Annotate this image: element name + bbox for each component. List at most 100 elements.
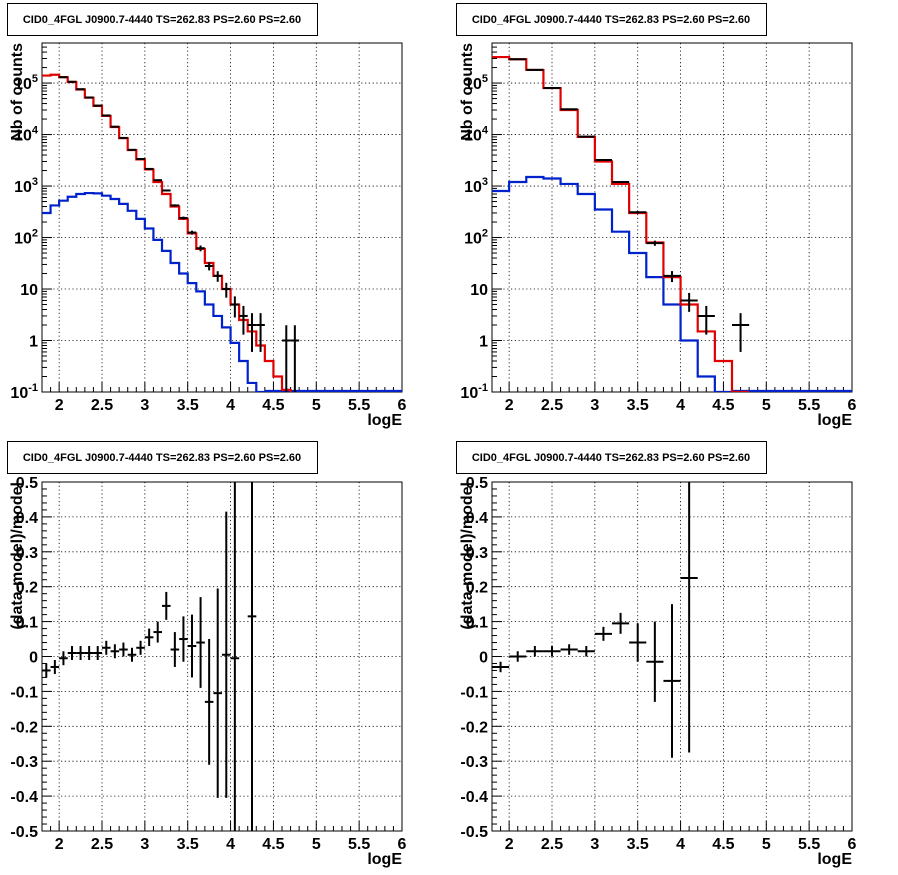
data-point — [179, 216, 188, 220]
data-point — [646, 621, 664, 702]
data-point — [162, 189, 171, 192]
y-tick-label: 0 — [479, 650, 488, 667]
x-tick-label: 2 — [505, 397, 514, 414]
x-tick-label: 3 — [590, 836, 599, 853]
x-tick-label: 3 — [140, 397, 149, 414]
x-tick-label: 4 — [226, 397, 235, 414]
chart-title: CID0_4FGL J0900.7-4440 TS=262.83 PS=2.60… — [472, 452, 750, 464]
data-point — [492, 661, 510, 673]
y-tick-label: -0.1 — [460, 684, 488, 701]
data-point — [256, 313, 265, 352]
x-tick-label: 3 — [140, 836, 149, 853]
data-point — [594, 159, 612, 162]
data-point — [230, 482, 240, 831]
data-point — [50, 659, 60, 674]
data-point — [102, 640, 111, 655]
data-point — [663, 271, 681, 282]
y-axis-title: Nb of counts — [9, 43, 26, 141]
model-source-curve — [42, 191, 265, 392]
chart-title-box — [7, 3, 318, 36]
data-point — [162, 591, 171, 620]
plot-area — [492, 482, 698, 758]
y-tick-label: 0.3 — [466, 545, 488, 562]
data-point — [680, 292, 698, 312]
data-point — [187, 614, 197, 678]
data-point — [213, 271, 222, 282]
data-point — [680, 482, 698, 753]
data-point — [170, 632, 180, 667]
data-point — [144, 628, 154, 647]
plot-area — [42, 482, 257, 831]
chart-title: CID0_4FGL J0900.7-4440 TS=262.83 PS=2.60… — [23, 452, 301, 464]
x-tick-label: 5.5 — [348, 836, 370, 853]
y-tick-label: 103 — [464, 176, 488, 196]
model-total-curve — [492, 55, 750, 392]
y-tick-label: 1 — [479, 334, 488, 351]
residual-left-panel: CID0_4FGL J0900.7-4440 TS=262.83 PS=2.60… — [7, 441, 407, 868]
x-tick-label: 4.5 — [262, 836, 284, 853]
grid-lines — [492, 43, 852, 392]
x-axis-ticks — [41, 382, 403, 392]
x-tick-label: 2.5 — [541, 836, 563, 853]
data-point — [127, 148, 137, 151]
y-axis-ticks — [42, 42, 52, 393]
data-point — [629, 210, 647, 214]
data-point — [526, 646, 544, 657]
data-point — [282, 325, 291, 392]
data-point — [509, 651, 527, 662]
data-point — [560, 644, 578, 655]
data-point — [170, 204, 180, 207]
model-source-curve — [492, 175, 732, 392]
data-point — [93, 646, 102, 660]
data-point — [239, 305, 248, 335]
data-point — [230, 296, 240, 318]
residual-right-panel: CID0_4FGL J0900.7-4440 TS=262.83 PS=2.60… — [456, 441, 857, 868]
x-tick-label: 3.5 — [177, 836, 199, 853]
y-tick-label: -0.5 — [460, 824, 488, 841]
y-axis-ticks — [42, 481, 52, 832]
y-tick-label: 0.1 — [466, 615, 488, 632]
data-point — [59, 651, 68, 666]
data-point — [204, 262, 214, 271]
data-point — [153, 179, 162, 182]
x-tick-label: 5.5 — [348, 397, 370, 414]
data-point — [697, 305, 715, 335]
data-point — [612, 180, 630, 183]
data-point — [247, 313, 257, 352]
y-tick-label: 10 — [470, 282, 488, 299]
x-tick-label: 3.5 — [627, 836, 649, 853]
data-point — [42, 663, 51, 678]
y-tick-label: -0.4 — [460, 789, 488, 806]
y-tick-label: -0.4 — [10, 789, 38, 806]
x-axis-ticks — [491, 821, 853, 831]
data-point — [543, 646, 561, 657]
plot-area — [492, 55, 852, 392]
y-tick-label: 10-1 — [10, 382, 38, 402]
data-point — [119, 642, 128, 657]
y-tick-label: -0.3 — [460, 754, 488, 771]
data-point — [153, 621, 162, 643]
y-tick-label: 0.3 — [16, 545, 38, 562]
data-point — [196, 245, 205, 252]
data-point — [629, 623, 647, 662]
data-point — [732, 313, 750, 352]
x-tick-label: 5 — [762, 836, 771, 853]
y-tick-label: 0.5 — [466, 475, 488, 492]
y-tick-label: 103 — [14, 176, 38, 196]
x-tick-label: 6 — [848, 836, 857, 853]
y-tick-label: -0.2 — [10, 719, 38, 736]
y-tick-label: -0.3 — [10, 754, 38, 771]
x-tick-label: 5.5 — [798, 397, 820, 414]
y-tick-label: 0 — [29, 650, 38, 667]
x-tick-label: 2.5 — [91, 397, 113, 414]
x-tick-label: 5 — [312, 397, 321, 414]
data-point — [222, 282, 231, 298]
x-tick-label: 4 — [676, 397, 685, 414]
chart-title-box — [7, 441, 318, 474]
chart-title-box — [456, 3, 767, 36]
x-axis-title: logE — [367, 851, 402, 868]
y-tick-label: 0.1 — [16, 615, 38, 632]
x-tick-label: 6 — [848, 397, 857, 414]
model-total-curve — [42, 73, 292, 392]
y-axis-title: (data-model)/model — [9, 482, 26, 630]
